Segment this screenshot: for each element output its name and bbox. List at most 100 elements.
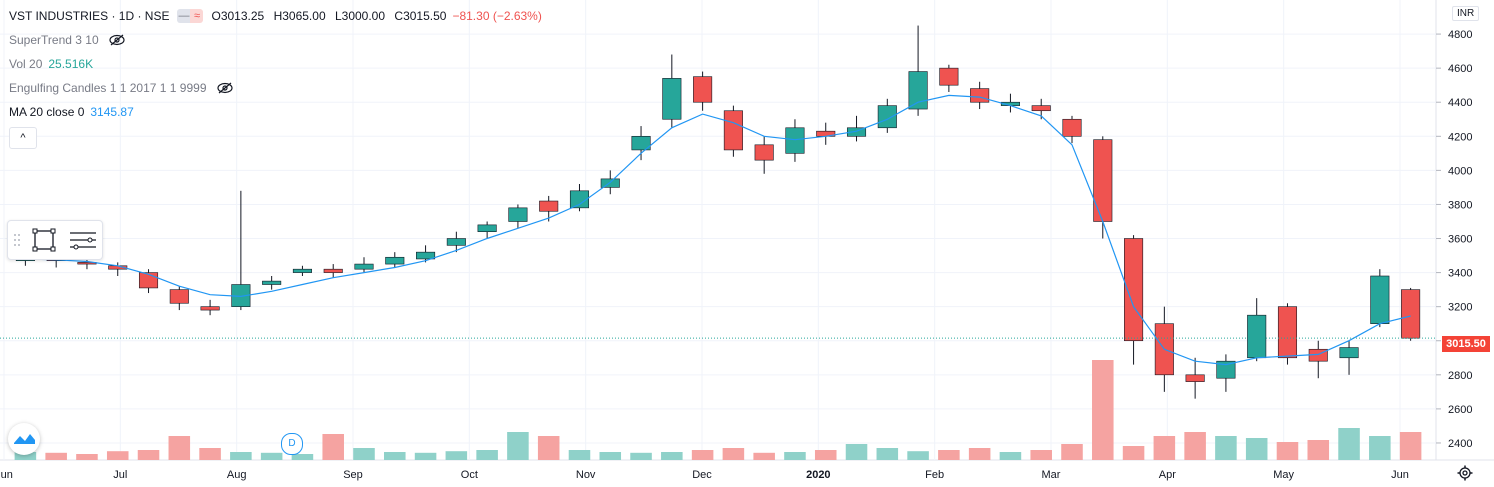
- volume-bar: [968, 448, 991, 460]
- eye-off-icon[interactable]: [216, 82, 233, 94]
- candle-body: [200, 306, 220, 311]
- low-label: L: [334, 9, 342, 23]
- eye-off-icon[interactable]: [109, 34, 125, 46]
- y-tick-label: 2400: [1448, 438, 1472, 450]
- indicator-ma[interactable]: MA 20 close 0 3145.87: [9, 105, 134, 119]
- candle-body: [477, 224, 497, 233]
- volume-bar: [230, 452, 252, 460]
- open-label: O: [211, 9, 221, 23]
- volume-bar: [353, 448, 375, 460]
- candle-body: [1216, 360, 1236, 379]
- volume-bar: [722, 448, 745, 460]
- x-tick-label: Jun: [1391, 469, 1409, 481]
- flag-left-icon: —: [177, 9, 191, 23]
- currency-badge[interactable]: INR: [1452, 6, 1480, 21]
- volume-bar: [568, 450, 591, 460]
- y-tick-label: 3400: [1448, 268, 1472, 280]
- candle-body: [970, 88, 990, 103]
- volume-bar: [814, 450, 837, 460]
- y-tick-label: 3600: [1448, 234, 1472, 246]
- volume-bar: [1061, 444, 1083, 460]
- candle-body: [723, 110, 743, 151]
- candle-body: [846, 127, 867, 137]
- x-tick-label: Jun: [0, 469, 13, 481]
- candle-body: [662, 78, 682, 120]
- indicator-name: Vol 20: [9, 57, 43, 71]
- drawing-toolbar: [7, 220, 103, 260]
- candle-body: [1401, 289, 1421, 339]
- lines-tool-icon[interactable]: [70, 232, 96, 250]
- candle-body: [169, 289, 189, 304]
- flag-box[interactable]: — ≈: [177, 9, 204, 23]
- close-label: C: [394, 9, 404, 23]
- y-tick-label: 4600: [1448, 63, 1472, 75]
- candle-body: [446, 238, 466, 246]
- y-tick-label: 2600: [1448, 404, 1472, 416]
- indicator-supertrend[interactable]: SuperTrend 3 10: [9, 33, 125, 47]
- open-value: 3013.25: [220, 9, 265, 23]
- ohlc-values: O3013.25 H3065.00 L3000.00 C3015.50: [211, 9, 446, 23]
- volume-bar: [291, 454, 314, 460]
- symbol-title[interactable]: VST INDUSTRIES · 1D · NSE: [9, 9, 170, 23]
- candle-body: [1277, 306, 1298, 359]
- volume-bar: [445, 451, 468, 460]
- rectangle-tool-icon[interactable]: [32, 228, 56, 252]
- symbol-header: VST INDUSTRIES · 1D · NSE — ≈ O3013.25 H…: [9, 9, 542, 23]
- volume-bar: [661, 452, 683, 460]
- volume-bar: [599, 452, 622, 460]
- x-tick-label: Apr: [1159, 469, 1176, 481]
- volume-bar: [1399, 432, 1422, 460]
- candle-body: [1062, 118, 1082, 137]
- indicator-value: 25.516K: [48, 57, 94, 71]
- collapse-legend-button[interactable]: ^: [9, 127, 37, 149]
- candle-body: [508, 207, 528, 222]
- volume-bar: [907, 451, 929, 460]
- volume-bar: [876, 448, 899, 460]
- volume-bar: [1184, 432, 1206, 460]
- close-value: 3015.50: [403, 9, 447, 23]
- x-tick-label: Nov: [576, 469, 596, 481]
- candle-body: [292, 268, 312, 273]
- candle-body: [754, 144, 774, 161]
- candle-body: [908, 71, 928, 110]
- indicator-name: Engulfing Candles 1 1 2017 1 1 9999: [9, 81, 207, 95]
- candle-body: [1031, 105, 1051, 112]
- dividend-marker[interactable]: D: [281, 433, 303, 455]
- tradingview-logo-icon[interactable]: [8, 423, 40, 455]
- volume-bar: [1307, 440, 1330, 460]
- cloud-icon: [14, 434, 35, 444]
- volume-bar: [999, 452, 1022, 460]
- candle-body: [323, 268, 343, 273]
- volume-bar: [1122, 446, 1145, 460]
- candle-body: [1370, 275, 1390, 325]
- indicator-volume[interactable]: Vol 20 25.516K: [9, 57, 93, 71]
- volume-bar: [322, 434, 344, 460]
- candle-body: [600, 178, 620, 188]
- volume-bar: [1030, 450, 1052, 460]
- volume-bar: [414, 452, 437, 460]
- volume-bar: [784, 452, 806, 460]
- price-change: −81.30 (−2.63%): [452, 9, 542, 23]
- y-tick-label: 3200: [1448, 302, 1472, 314]
- volume-bar: [199, 448, 221, 460]
- gear-icon[interactable]: [1457, 465, 1473, 481]
- candle-body: [785, 127, 805, 154]
- volume-bar: [691, 450, 714, 460]
- low-value: 3000.00: [341, 9, 386, 23]
- drag-handle-icon[interactable]: [14, 234, 20, 246]
- high-label: H: [273, 9, 283, 23]
- volume-bar: [260, 452, 283, 460]
- volume-bar: [14, 452, 37, 460]
- flag-right-icon: ≈: [190, 9, 204, 23]
- volume-bar: [753, 452, 775, 460]
- volume-bar: [938, 450, 960, 460]
- volume-bar: [76, 454, 98, 460]
- y-tick-label: 4000: [1448, 165, 1472, 177]
- x-tick-label: Feb: [925, 469, 944, 481]
- indicator-engulfing[interactable]: Engulfing Candles 1 1 2017 1 1 9999: [9, 81, 233, 95]
- y-tick-label: 4800: [1448, 29, 1472, 41]
- indicator-name: MA 20 close 0: [9, 105, 85, 119]
- volume-bar: [1092, 360, 1114, 460]
